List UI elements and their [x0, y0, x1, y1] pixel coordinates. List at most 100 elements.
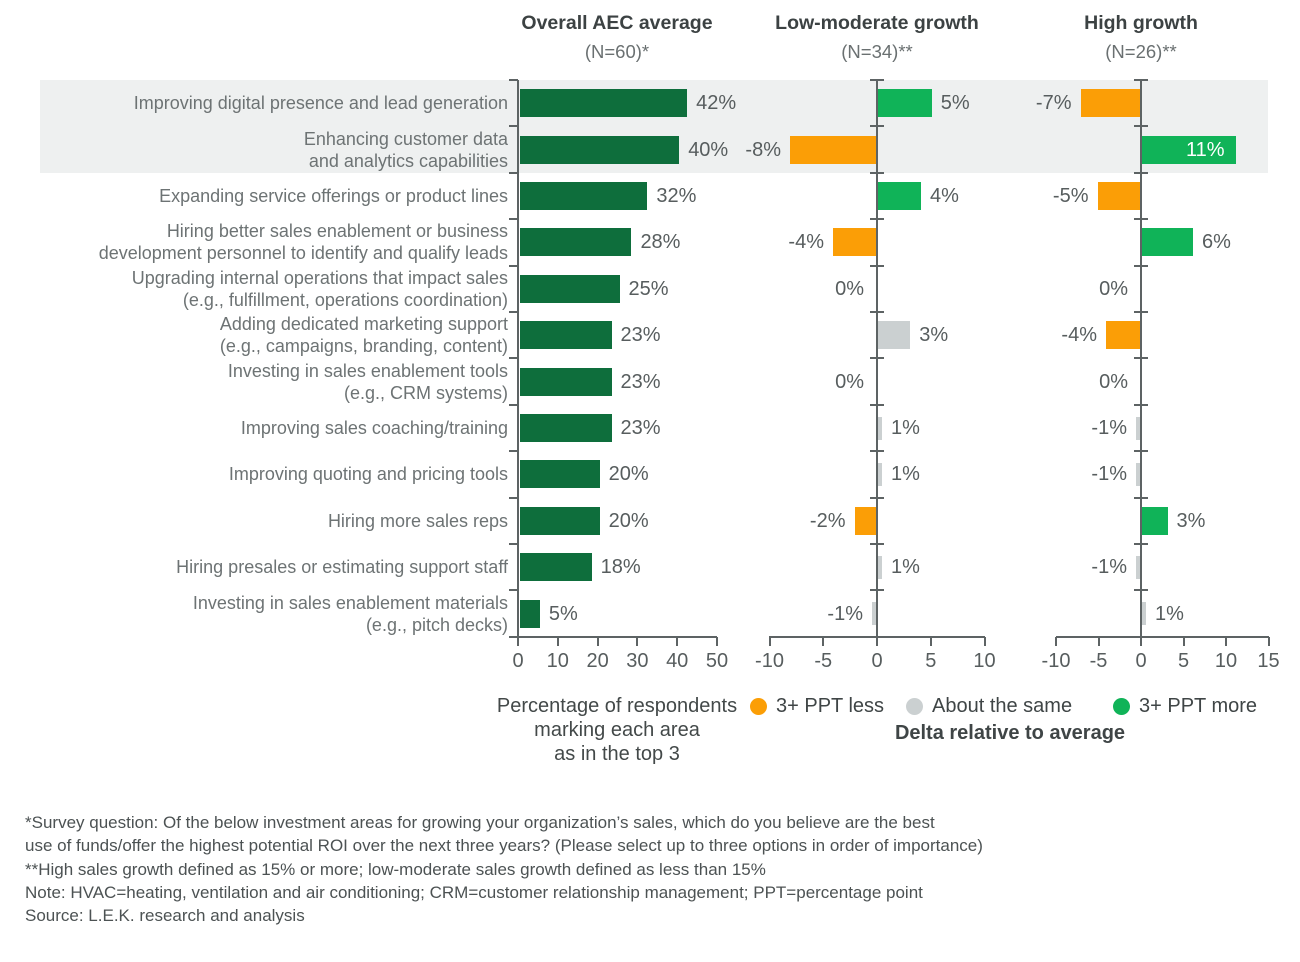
footnote-abbreviations: Note: HVAC=heating, ventilation and air … [25, 882, 923, 902]
panel-header-overall-n: (N=60)* [584, 41, 650, 62]
low-growth-axis-row-tick [870, 496, 884, 499]
overall-value: 18% [600, 556, 641, 579]
low-growth-axis-row-tick [870, 450, 884, 453]
overall-bar [520, 553, 592, 582]
category-label-line: (e.g., fulfillment, operations coordinat… [182, 289, 508, 310]
ppt-more-dot-icon [1113, 697, 1130, 715]
high-growth-x-tick [1097, 636, 1100, 646]
overall-axis-row-tick [509, 635, 518, 638]
overall-axis-row-tick [509, 171, 518, 174]
category-label-line: Improving quoting and pricing tools [228, 464, 508, 485]
footnote-survey-question-line1: *Survey question: Of the below investmen… [25, 813, 935, 832]
category-label-line: (e.g., pitch decks) [365, 614, 508, 635]
overall-bar [520, 460, 600, 489]
footnote-growth-definition: **High sales growth defined as 15% or mo… [25, 859, 766, 879]
high-growth-bar [1080, 89, 1140, 118]
panel-header-low-growth-n: (N=34)** [841, 41, 913, 62]
about-same-label: About the same [932, 694, 1073, 717]
category-label-line: and analytics capabilities [308, 150, 508, 171]
high-growth-axis-row-tick [1134, 125, 1148, 128]
low-growth-x-tick [768, 636, 771, 646]
low-growth-bar [878, 416, 882, 440]
overall-value: 42% [696, 92, 737, 115]
low-growth-axis-row-tick [870, 125, 884, 128]
overall-value: 40% [688, 138, 729, 161]
category-label-line: (e.g., CRM systems) [343, 382, 508, 403]
low-growth-value: -2% [809, 509, 846, 532]
overall-x-tick [716, 636, 718, 646]
panel-header-overall: Overall AEC average (N=60)* [457, 12, 777, 63]
overall-axis-row-tick [509, 403, 518, 406]
overall-axis-caption-line3: as in the top 3 [554, 743, 680, 765]
category-label: Investing in sales enablement materials(… [30, 590, 508, 636]
category-label: Expanding service offerings or product l… [30, 173, 508, 219]
overall-x-tick [596, 636, 599, 646]
high-growth-value: 3% [1176, 509, 1206, 532]
category-label-line: Improving digital presence and lead gene… [133, 93, 508, 114]
overall-x-tick-label: 20 [586, 649, 609, 672]
category-label: Improving sales coaching/training [30, 405, 508, 451]
high-growth-value: 11% [1185, 138, 1225, 161]
high-growth-x-tick-label: 5 [1177, 649, 1190, 672]
category-label: Hiring more sales reps [30, 498, 508, 544]
category-label-line: development personnel to identify and qu… [98, 243, 508, 264]
low-growth-value: 4% [930, 185, 959, 207]
high-growth-axis-row-tick [1134, 218, 1148, 221]
high-growth-x-axis [1055, 635, 1269, 638]
panel-header-overall-title: Overall AEC average [521, 12, 713, 34]
overall-axis-row-tick [509, 79, 518, 81]
overall-bar [520, 89, 688, 118]
overall-axis-row-tick [509, 589, 518, 592]
low-growth-bar [833, 228, 876, 257]
overall-axis-line [517, 80, 519, 639]
high-growth-value: -4% [1061, 324, 1097, 347]
low-growth-axis-row-tick [870, 79, 884, 81]
category-label-line: Hiring more sales reps [327, 510, 508, 531]
overall-value: 23% [620, 370, 661, 393]
low-growth-bar [878, 182, 921, 210]
category-label: Enhancing customer data and analytics cap… [30, 126, 508, 172]
category-label-line: Improving sales coaching/training [240, 417, 508, 438]
overall-x-tick [556, 636, 559, 646]
low-growth-x-tick [822, 636, 825, 646]
overall-bar [520, 321, 612, 350]
high-growth-bar [1136, 416, 1140, 440]
overall-value: 23% [620, 417, 661, 439]
overall-axis-row-tick [509, 543, 518, 545]
category-label-line: Upgrading internal operations that impac… [131, 267, 508, 288]
high-growth-bar [1142, 228, 1193, 257]
overall-value: 25% [628, 277, 669, 300]
low-growth-x-tick [983, 636, 986, 646]
footnotes: *Survey question: Of the below investmen… [25, 811, 983, 927]
overall-x-tick [676, 636, 679, 646]
overall-bar [520, 182, 648, 210]
high-growth-value: -7% [1035, 92, 1072, 115]
low-growth-value: 5% [940, 92, 970, 115]
overall-bar [520, 414, 612, 442]
overall-axis-row-tick [509, 125, 518, 128]
overall-axis-row-tick [509, 264, 518, 267]
high-growth-value: 0% [1099, 370, 1128, 393]
low-growth-axis-row-tick [870, 218, 884, 221]
high-growth-x-tick-label: 10 [1214, 649, 1238, 672]
overall-x-tick-label: 0 [512, 649, 524, 672]
overall-value: 20% [608, 463, 649, 486]
overall-axis-row-tick [509, 218, 518, 221]
high-growth-value: -5% [1052, 185, 1089, 207]
low-growth-axis-row-tick [870, 311, 884, 313]
panel-header-high-growth: High growth (N=26)** [981, 12, 1300, 63]
high-growth-bar [1106, 321, 1140, 350]
low-growth-axis-row-tick [870, 543, 884, 545]
overall-bar [520, 135, 680, 164]
low-growth-value: -8% [745, 138, 781, 161]
overall-x-tick [636, 636, 639, 646]
about-same-dot-icon [906, 697, 923, 715]
ppt-more-label: 3+ PPT more [1139, 694, 1258, 717]
low-growth-axis-row-tick [870, 403, 884, 406]
category-label: Improving digital presence and lead gene… [30, 80, 508, 126]
low-growth-x-tick-label: -5 [814, 649, 833, 672]
high-growth-x-tick [1225, 636, 1227, 646]
high-growth-x-tick [1055, 636, 1057, 646]
high-growth-x-tick [1182, 636, 1185, 646]
